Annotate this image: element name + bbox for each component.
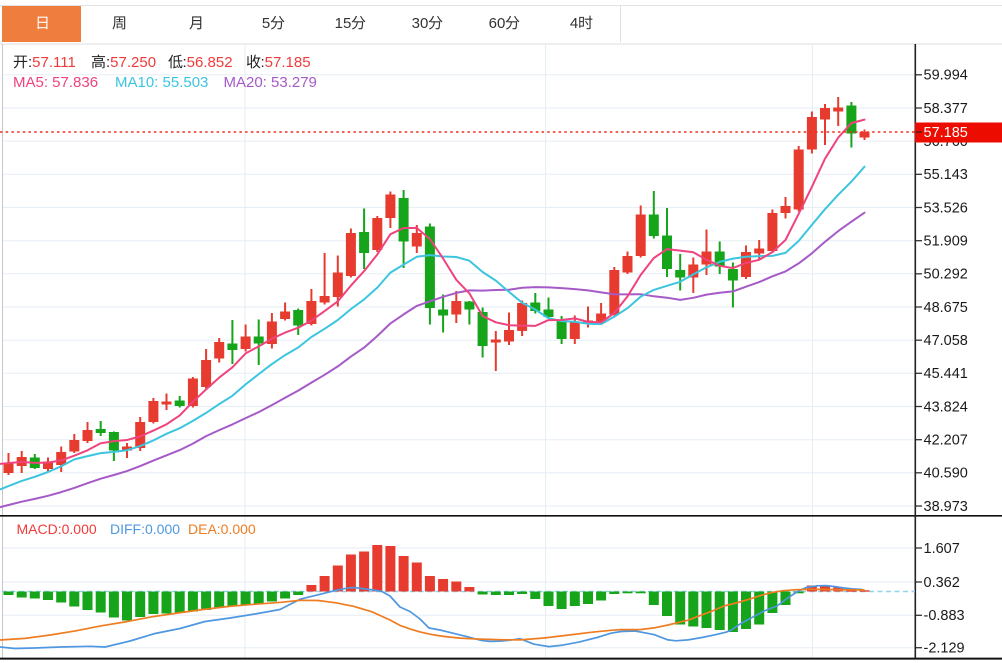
svg-text:43.824: 43.824 bbox=[924, 399, 968, 415]
svg-text:42.207: 42.207 bbox=[924, 433, 968, 449]
svg-text:50.292: 50.292 bbox=[924, 267, 968, 283]
svg-text:57.185: 57.185 bbox=[924, 125, 968, 141]
svg-text:0.362: 0.362 bbox=[924, 575, 960, 591]
svg-text:48.675: 48.675 bbox=[924, 300, 968, 316]
svg-text:58.377: 58.377 bbox=[924, 101, 968, 117]
svg-text:-2.129: -2.129 bbox=[924, 641, 965, 657]
svg-text:53.526: 53.526 bbox=[924, 200, 968, 216]
svg-text:38.973: 38.973 bbox=[924, 499, 968, 515]
svg-text:45.441: 45.441 bbox=[924, 366, 968, 382]
svg-text:55.143: 55.143 bbox=[924, 167, 968, 183]
svg-text:47.058: 47.058 bbox=[924, 333, 968, 349]
svg-text:51.909: 51.909 bbox=[924, 234, 968, 250]
svg-text:59.994: 59.994 bbox=[924, 68, 968, 84]
svg-text:1.607: 1.607 bbox=[924, 541, 960, 557]
svg-text:-0.883: -0.883 bbox=[924, 608, 965, 624]
svg-text:40.590: 40.590 bbox=[924, 466, 968, 482]
